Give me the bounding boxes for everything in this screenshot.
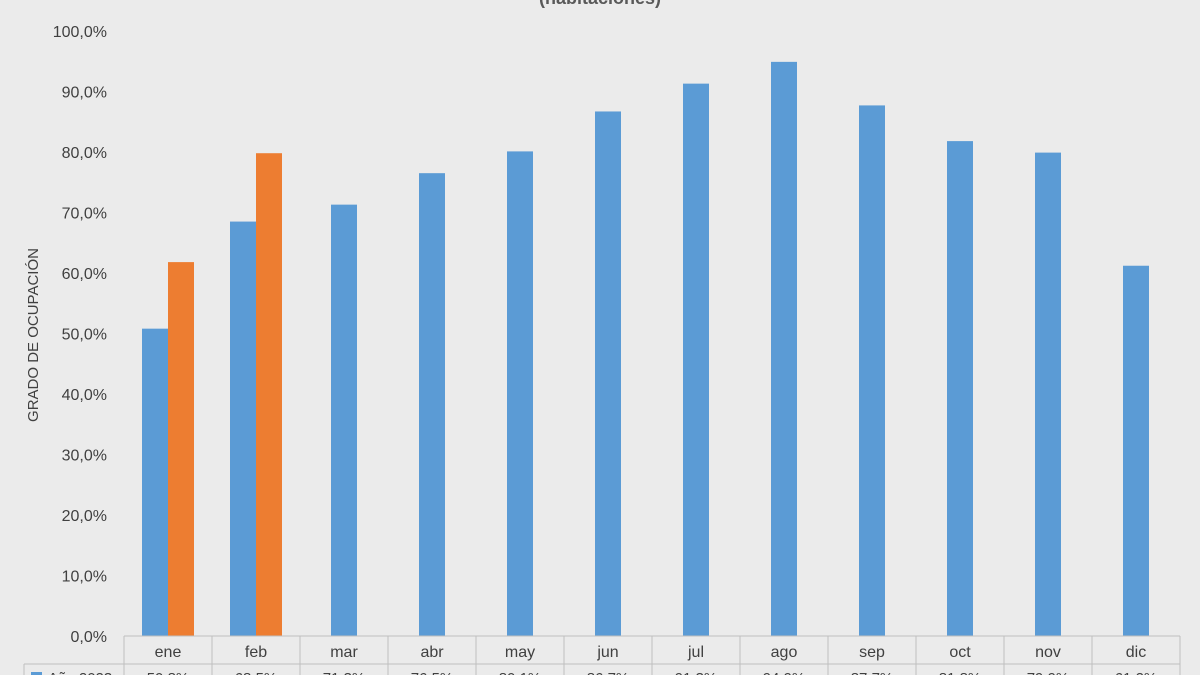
table-value-cell: 76,5% (411, 670, 454, 675)
bar (256, 153, 282, 636)
x-tick-label: ene (155, 644, 182, 661)
data-table: ene feb mar abr may jun jul ago sep oct nov dic Año … (23, 635, 1181, 675)
table-value-cell: 81,8% (939, 670, 982, 675)
y-tick-label: 0,0% (71, 629, 107, 646)
y-tick-label: 50,0% (62, 327, 107, 344)
table-value-cell: 61,2% (1115, 670, 1158, 675)
table-value-cell: 71,3% (323, 670, 366, 675)
x-tick-label: ago (771, 644, 798, 661)
table-value-cell: 86,7% (587, 670, 630, 675)
table-value-cell: 80,1% (499, 670, 542, 675)
y-tick-label: 90,0% (62, 85, 107, 102)
y-tick-label: 100,0% (53, 24, 107, 41)
y-tick-label: 70,0% (62, 206, 107, 223)
x-tick-label: mar (330, 644, 358, 661)
bar (947, 141, 973, 637)
x-tick-label: dic (1126, 644, 1146, 661)
x-tick-label: jun (596, 644, 618, 661)
y-tick-label: 40,0% (62, 387, 107, 404)
bars-group (142, 61, 1149, 637)
y-axis-ticks: 0,0% 10,0% 20,0% 30,0% 40,0% 50,0% 60,0% 70,0% 8… (53, 24, 107, 646)
bar (142, 328, 168, 636)
x-tick-label: oct (949, 644, 971, 661)
y-axis-title: GRADO DE OCUPACIÓN (25, 248, 42, 422)
bar (683, 83, 709, 636)
bar (419, 173, 445, 637)
table-value-cell: 68,5% (235, 670, 278, 675)
table-value-cell: 87,7% (851, 670, 894, 675)
bar (507, 151, 533, 636)
bar (1123, 265, 1149, 636)
table-value-cell: 91,3% (675, 670, 718, 675)
y-tick-label: 60,0% (62, 266, 107, 283)
table-value-cell: 50,8% (147, 670, 190, 675)
x-tick-label: feb (245, 644, 267, 661)
x-tick-label: jul (687, 644, 704, 661)
bar (595, 111, 621, 637)
bar (230, 221, 256, 636)
y-tick-label: 20,0% (62, 508, 107, 525)
legend-series-name: Año 2023 (48, 670, 112, 675)
table-value-cell: 79,9% (1027, 670, 1070, 675)
y-tick-label: 10,0% (62, 569, 107, 586)
x-tick-label: sep (859, 644, 885, 661)
chart-title: (habitaciones) (539, 0, 661, 8)
bar (771, 61, 797, 637)
x-tick-label: nov (1035, 644, 1061, 661)
table-value-cell: 94,9% (763, 670, 806, 675)
legend-key (31, 672, 42, 675)
x-tick-label: abr (420, 644, 444, 661)
bar (168, 262, 194, 636)
bar (859, 105, 885, 637)
bar (1035, 152, 1061, 637)
bar (331, 204, 357, 636)
x-tick-label: may (505, 644, 535, 661)
y-tick-label: 30,0% (62, 448, 107, 465)
y-tick-label: 80,0% (62, 145, 107, 162)
